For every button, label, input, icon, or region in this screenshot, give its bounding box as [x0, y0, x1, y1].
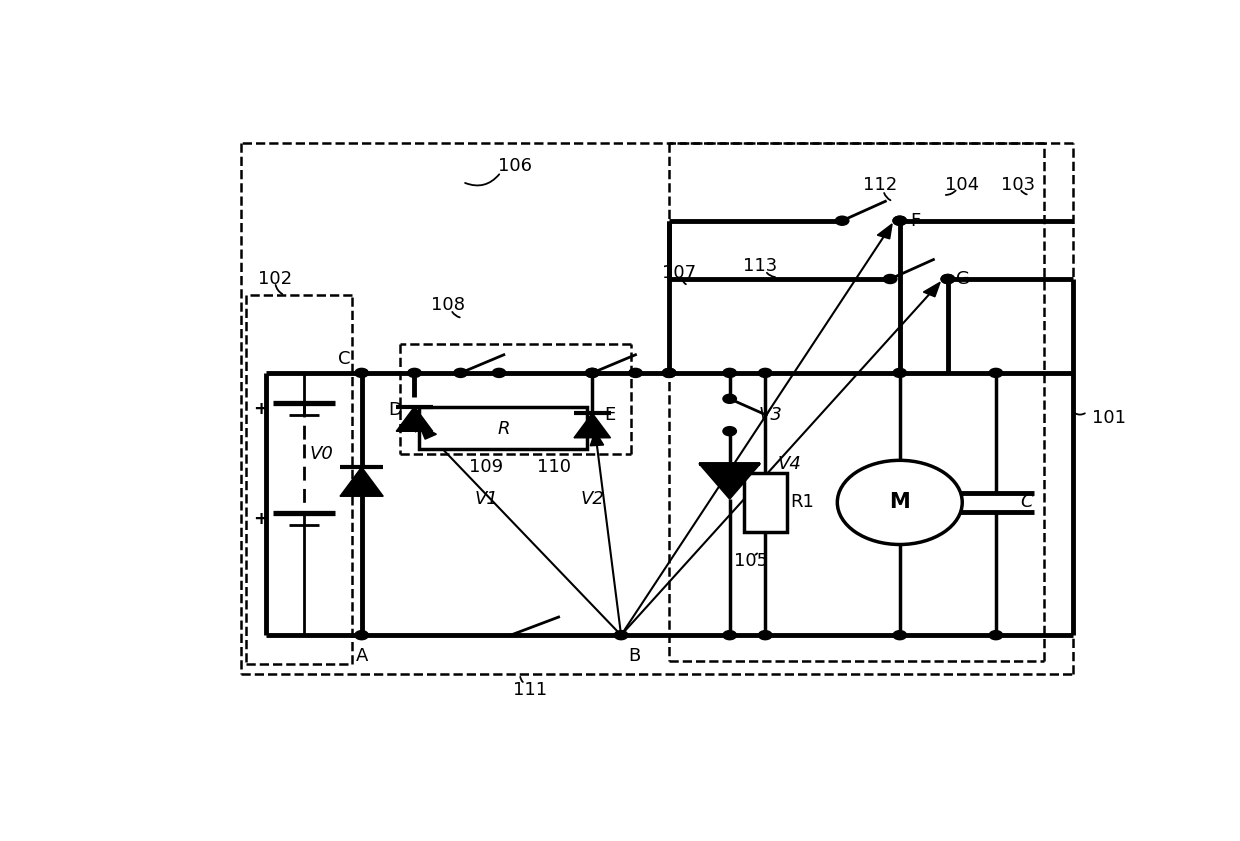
Text: V1: V1: [475, 490, 498, 508]
Text: 106: 106: [498, 156, 532, 175]
Circle shape: [990, 631, 1003, 640]
Polygon shape: [574, 413, 610, 438]
Text: A: A: [356, 647, 368, 665]
Circle shape: [723, 394, 737, 404]
Circle shape: [408, 417, 422, 426]
Text: +: +: [253, 510, 268, 528]
Text: B: B: [629, 647, 641, 665]
Circle shape: [941, 274, 955, 283]
Text: 102: 102: [258, 270, 293, 288]
Text: V0: V0: [309, 445, 334, 463]
Circle shape: [585, 368, 599, 378]
Polygon shape: [878, 224, 892, 239]
Polygon shape: [590, 431, 604, 446]
Text: C: C: [339, 350, 351, 368]
Circle shape: [759, 631, 773, 640]
Circle shape: [585, 368, 599, 378]
Circle shape: [492, 368, 506, 378]
Circle shape: [585, 423, 599, 432]
Circle shape: [893, 631, 906, 640]
Circle shape: [662, 368, 676, 378]
Polygon shape: [340, 467, 383, 496]
Circle shape: [990, 368, 1003, 378]
Circle shape: [355, 631, 368, 640]
Circle shape: [723, 631, 737, 640]
Text: 103: 103: [1001, 176, 1035, 194]
Circle shape: [629, 368, 642, 378]
Circle shape: [662, 368, 676, 378]
Bar: [419, 407, 588, 448]
Circle shape: [723, 368, 737, 378]
Text: E: E: [604, 406, 615, 424]
Text: G: G: [956, 270, 970, 288]
Circle shape: [759, 368, 773, 378]
Text: +: +: [253, 400, 268, 418]
Text: 101: 101: [1092, 410, 1126, 427]
Text: D: D: [388, 401, 402, 419]
Circle shape: [454, 368, 467, 378]
Text: 110: 110: [537, 458, 570, 476]
Text: V4: V4: [777, 454, 801, 473]
Text: 109: 109: [470, 458, 503, 476]
Polygon shape: [397, 407, 433, 431]
Circle shape: [723, 426, 737, 436]
Circle shape: [408, 368, 422, 378]
Circle shape: [355, 368, 368, 378]
Circle shape: [941, 274, 955, 283]
Text: F: F: [910, 212, 920, 230]
Text: C: C: [1021, 494, 1033, 511]
Text: V3: V3: [758, 406, 782, 424]
Text: 104: 104: [945, 176, 980, 194]
Circle shape: [883, 274, 897, 283]
Bar: [744, 473, 787, 532]
Text: 113: 113: [743, 257, 777, 275]
Circle shape: [893, 216, 906, 225]
Circle shape: [837, 460, 962, 544]
Text: R: R: [497, 420, 510, 437]
Polygon shape: [419, 425, 436, 439]
Text: M: M: [889, 493, 910, 512]
Polygon shape: [924, 283, 940, 297]
Text: R1: R1: [790, 494, 813, 511]
Polygon shape: [699, 463, 760, 500]
Text: V2: V2: [580, 490, 604, 508]
Text: 105: 105: [734, 552, 768, 569]
Text: 107: 107: [662, 263, 696, 282]
Circle shape: [893, 368, 906, 378]
Text: 111: 111: [512, 681, 547, 699]
Text: 112: 112: [863, 176, 898, 194]
Circle shape: [836, 216, 849, 225]
Circle shape: [893, 216, 906, 225]
Text: 108: 108: [432, 296, 465, 314]
Circle shape: [614, 631, 627, 640]
